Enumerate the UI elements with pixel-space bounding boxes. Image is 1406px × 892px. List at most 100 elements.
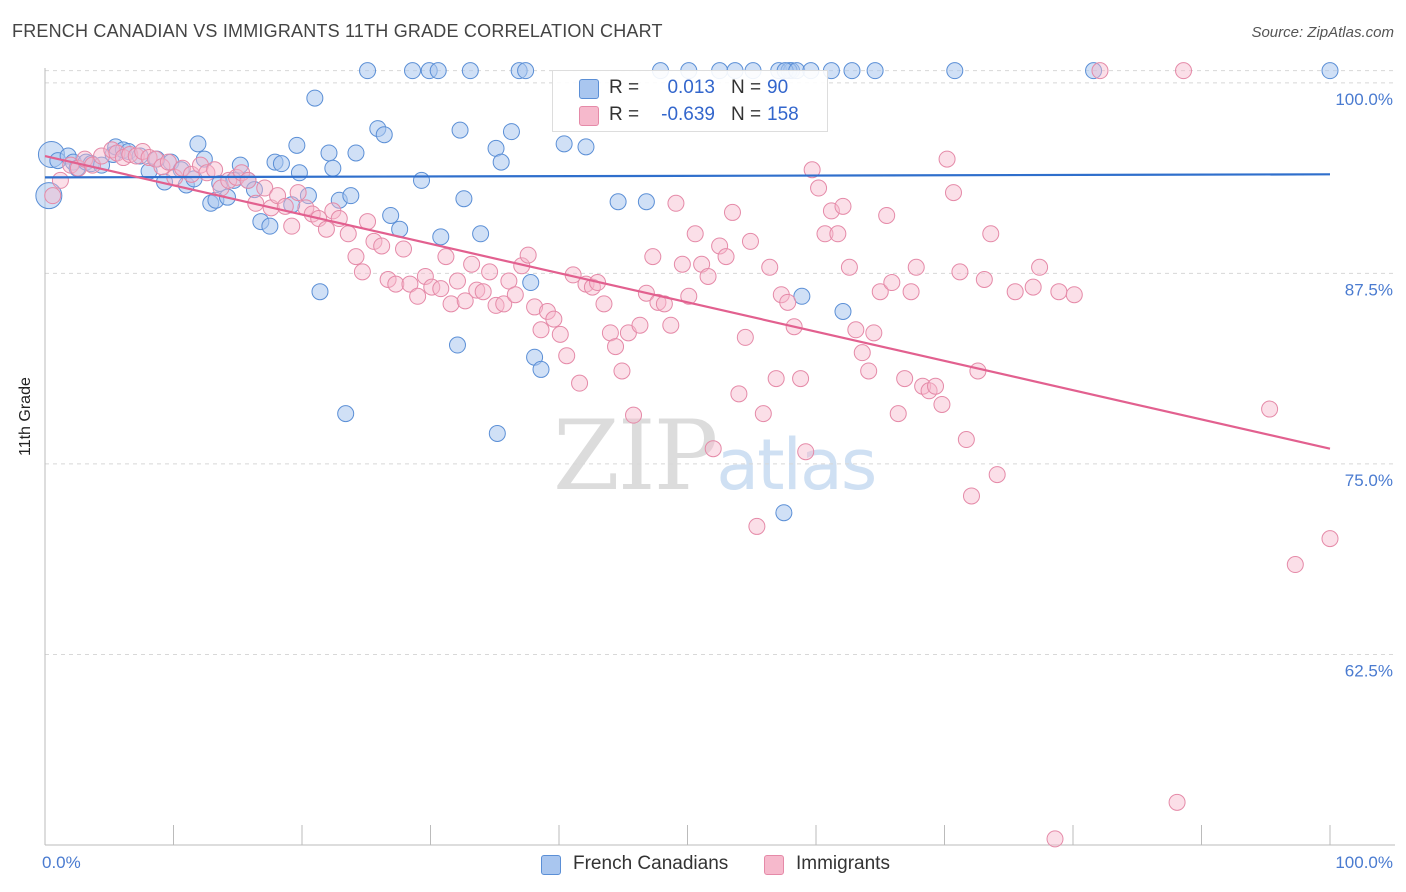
legend-swatch-pink [579,106,599,126]
french-canadians-point [272,155,290,173]
series-legend: French Canadians Immigrants [0,852,1406,878]
french-canadians-point [429,62,447,80]
french-canadians-point [793,287,811,305]
immigrants-point [448,272,466,290]
immigrants-point [951,263,969,281]
immigrants-point [442,295,460,313]
immigrants-point [944,184,962,202]
legend-swatch-blue [579,79,599,99]
immigrants-point [571,374,589,392]
immigrants-point [558,347,576,365]
immigrants-point [883,274,901,292]
french-canadians-point [337,405,355,423]
immigrants-point [816,225,834,243]
immigrants-point [1046,830,1064,848]
immigrants-point [1006,283,1024,301]
immigrants-points [44,62,1339,848]
immigrants-point [797,443,815,461]
french-canadians-point [382,206,400,224]
immigrants-point [748,517,766,535]
french-canadians-point [775,504,793,522]
immigrants-point [239,171,257,189]
french-canadians-point [288,136,306,154]
immigrants-point [655,295,673,313]
immigrants-point [409,287,427,305]
french-canadians-point [946,62,964,80]
immigrants-point [607,338,625,356]
french-canadians-point [1085,62,1103,80]
legend-r-value: 0.013 [667,77,715,98]
legend-row-immigrants: R = -0.639 N = 158 [553,102,827,130]
immigrants-point [1031,258,1049,276]
watermark: ZIPatlas [553,400,877,512]
immigrants-point [468,281,486,299]
legend-r-label: R = [609,77,640,98]
immigrants-point [595,295,613,313]
immigrants-point [416,267,434,285]
french-canadians-point [834,303,852,321]
immigrants-point [401,275,419,293]
immigrants-point [613,362,631,380]
french-canadians-point [404,62,422,80]
immigrants-point [500,272,518,290]
immigrants-point [551,325,569,343]
immigrants-point [938,150,956,168]
french-canadians-point [306,89,324,107]
french-canadians-point [347,144,365,162]
immigrants-point [395,240,413,258]
immigrants-point [44,187,62,205]
immigrants-point [730,385,748,403]
immigrants-point [1286,556,1304,574]
immigrants-point [1024,278,1042,296]
immigrants-point [387,275,405,293]
immigrants-point [283,217,301,235]
french-canadians-point [637,193,655,211]
immigrants-point [741,232,759,250]
french-canadians-point [532,360,550,378]
series-swatch-pink [764,855,784,875]
legend-r-label: R = [609,104,640,125]
immigrants-point [847,321,865,339]
immigrants-point [644,248,662,266]
french-canadians-point [432,228,450,246]
legend-n-label: N = [731,104,762,125]
french-canadians-point [451,121,469,139]
immigrants-point [889,405,907,423]
immigrants-point [353,263,371,281]
french-canadians-point [488,424,506,442]
immigrants-point [1175,62,1193,80]
immigrants-point [289,184,307,202]
immigrants-point [1050,283,1068,301]
immigrants-point [927,377,945,395]
correlation-legend: R = 0.013 N = 90 R = -0.639 N = 158 [552,70,828,132]
y-tick-label: 100.0% [1335,90,1393,109]
immigrants-point [526,298,544,316]
immigrants-point [673,255,691,273]
immigrants-point [481,263,499,281]
french-canadians-point [522,274,540,292]
french-canadians-point [455,190,473,208]
immigrants-point [545,310,563,328]
immigrants-point [373,237,391,255]
french-canadians-trend-line [44,173,1331,179]
immigrants-point [495,295,513,313]
french-canadians-point [324,159,342,177]
x-tick-label: 100.0% [1335,853,1393,872]
legend-n-value: 158 [767,104,799,125]
immigrants-trend-line [44,154,1331,450]
immigrants-point [902,283,920,301]
immigrants-point [975,270,993,288]
immigrants-point [463,255,481,273]
immigrants-point [711,237,729,255]
immigrants-point [121,146,139,164]
french-canadians-point [342,187,360,205]
y-tick-label: 87.5% [1345,280,1393,299]
french-canadians-point [517,62,535,80]
immigrants-point [140,149,158,167]
immigrants-point [982,225,1000,243]
chart-title: FRENCH CANADIAN VS IMMIGRANTS 11TH GRADE… [12,21,663,41]
series-label: French Canadians [573,853,729,874]
immigrants-point [437,248,455,266]
immigrants-point [988,466,1006,484]
